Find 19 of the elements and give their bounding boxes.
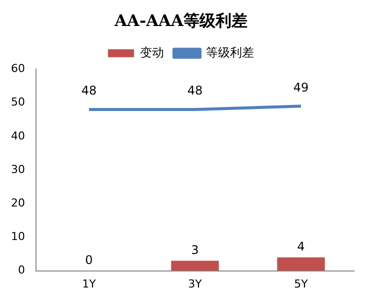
legend-label: 等级利差: [206, 45, 254, 60]
y-tick-label: 60: [10, 62, 25, 76]
x-tick-label: 5Y: [294, 277, 308, 290]
y-tick-label: 10: [10, 230, 25, 244]
data-label: 48: [81, 84, 97, 98]
x-tick-label: 3Y: [188, 277, 202, 290]
y-tick-label: 30: [10, 162, 25, 176]
data-label: 0: [85, 252, 93, 267]
data-label: 4: [297, 239, 305, 254]
data-label: 48: [187, 84, 203, 98]
data-label: 3: [191, 242, 199, 257]
x-tick-label: 1Y: [82, 277, 96, 290]
legend-label: 变动: [140, 45, 164, 60]
y-tick-label: 40: [10, 129, 25, 142]
y-tick-label: 50: [10, 96, 25, 109]
y-tick-label: 20: [10, 196, 25, 210]
y-tick-label: 0: [18, 264, 25, 277]
chart-title: AA-AAA等级利差: [114, 10, 248, 30]
data-label: 49: [293, 80, 309, 94]
